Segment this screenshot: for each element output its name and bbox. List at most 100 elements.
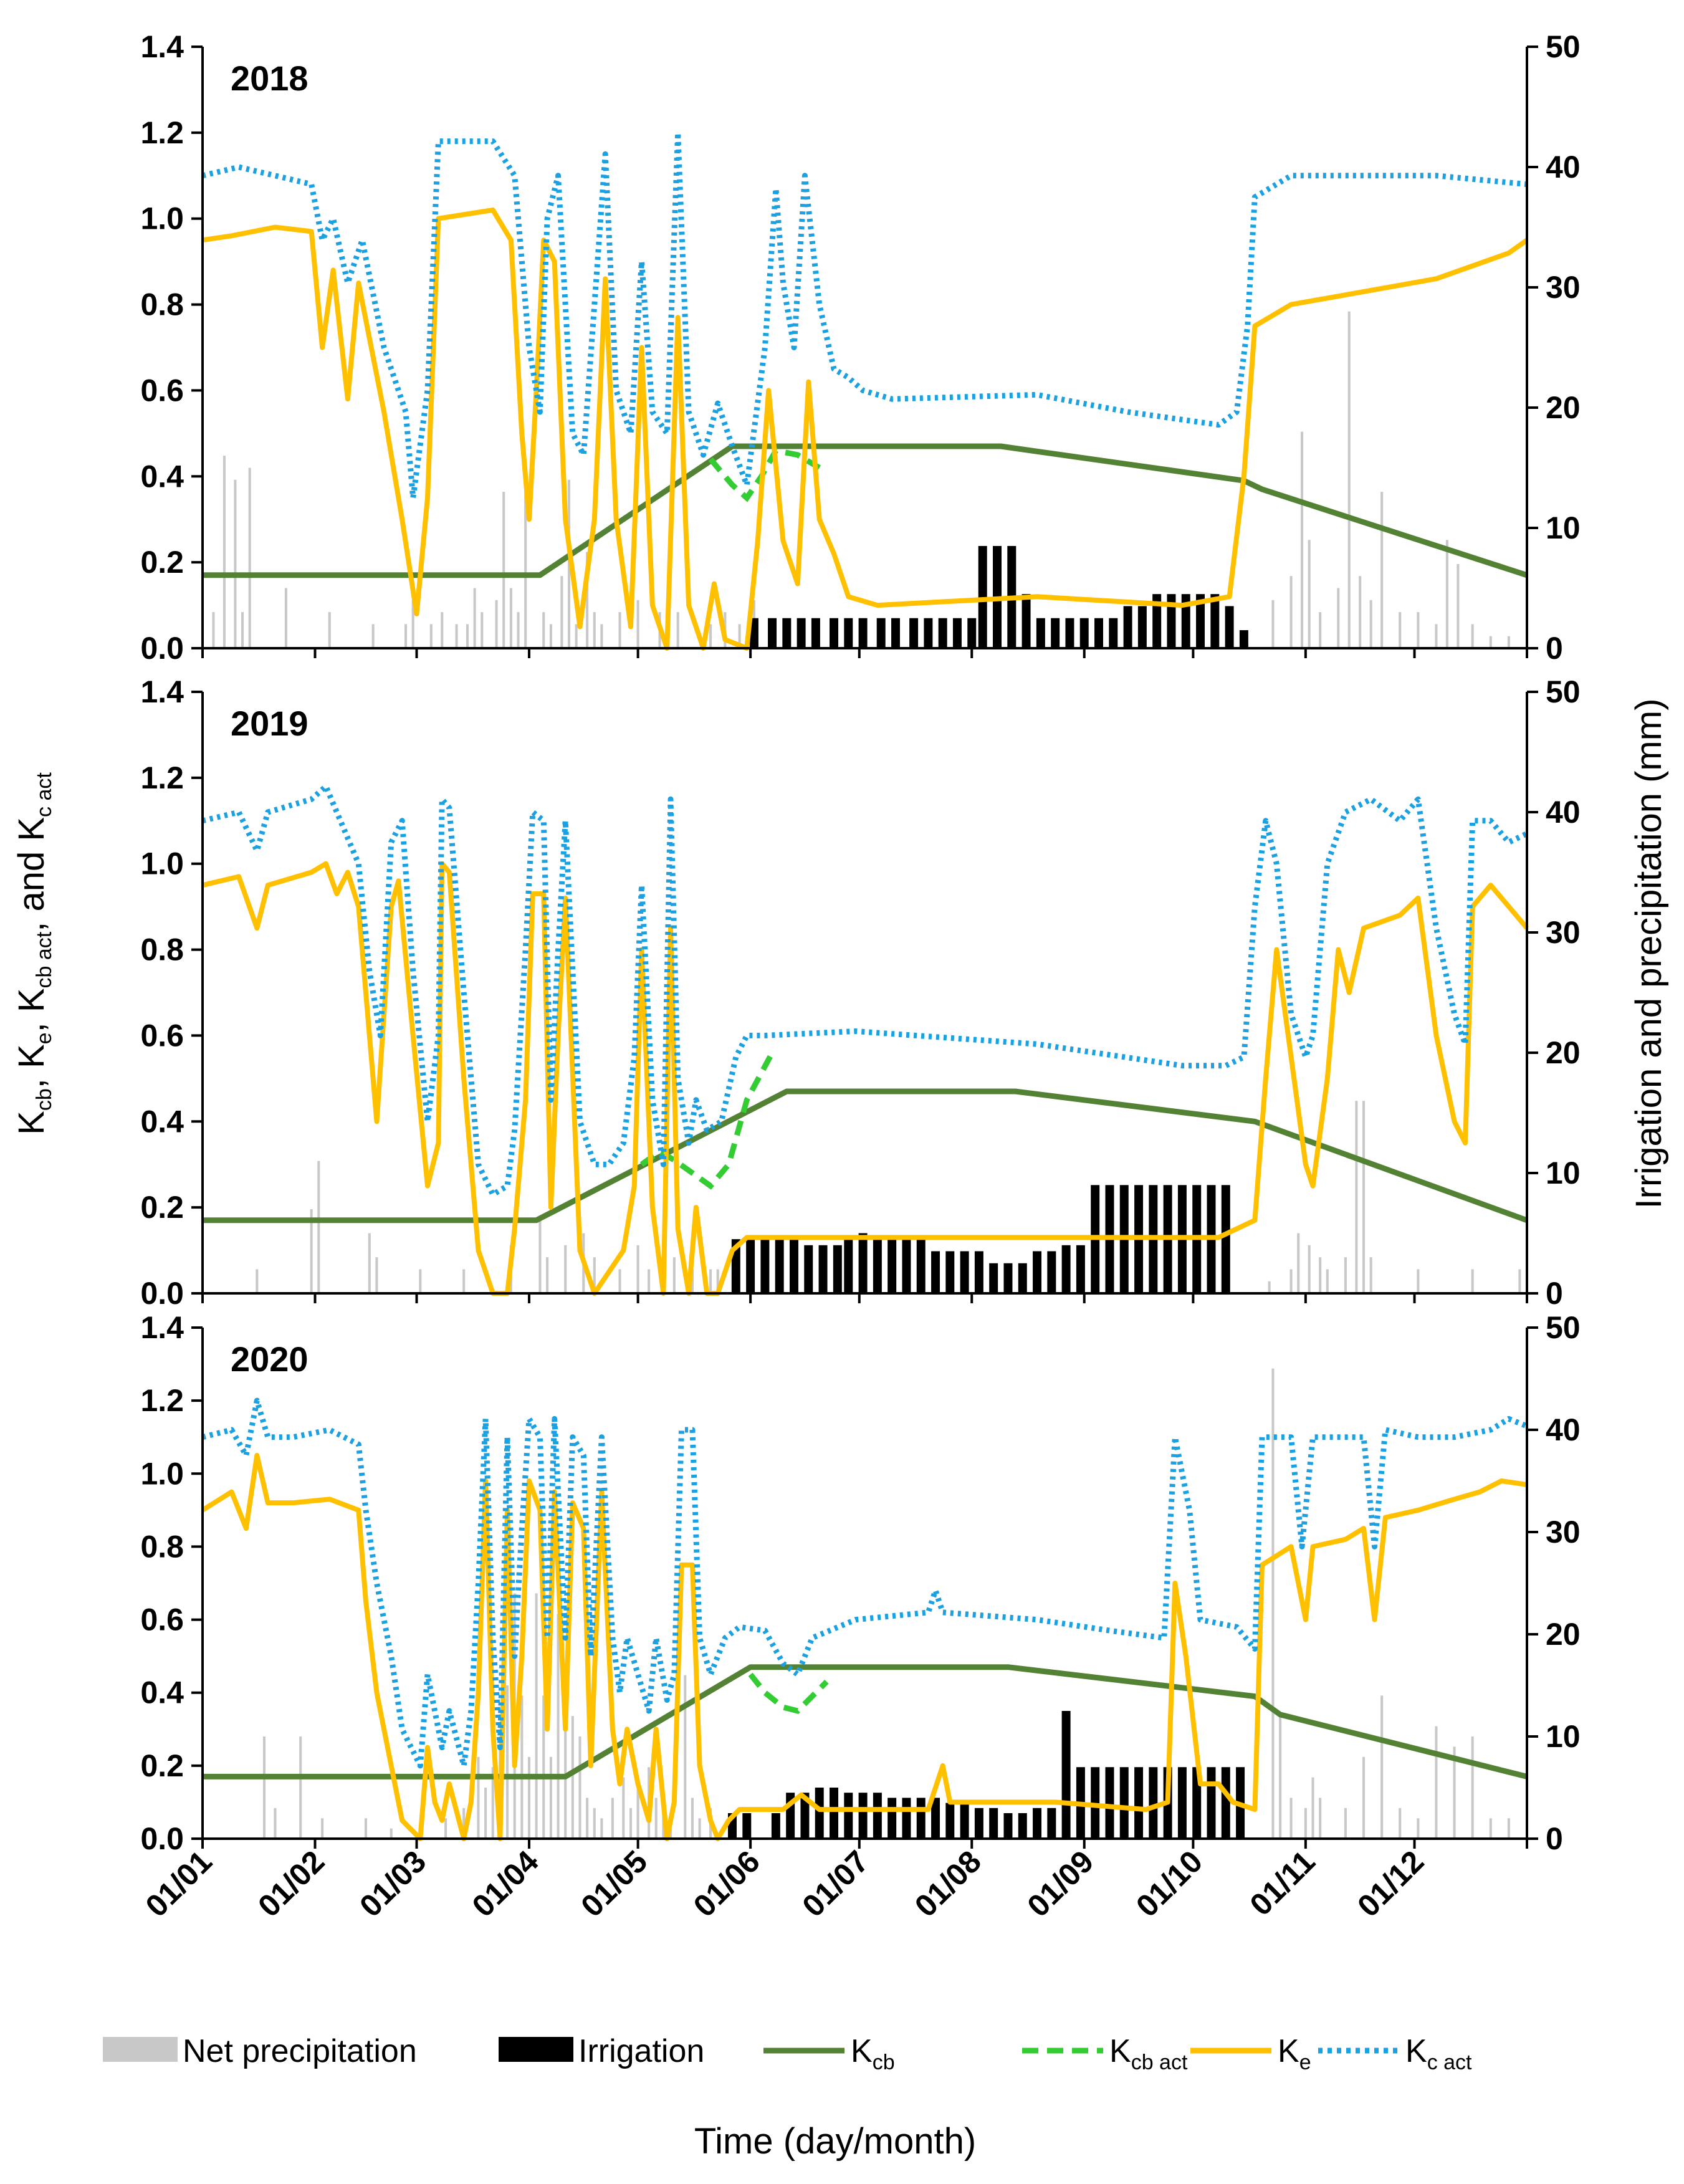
right-tick-label: 40 bbox=[1546, 150, 1581, 184]
precip-bar bbox=[441, 612, 444, 648]
irrigation-bar bbox=[1152, 594, 1162, 648]
precip-bar bbox=[1369, 1257, 1372, 1293]
irrigation-bar bbox=[931, 1798, 940, 1839]
precip-bar bbox=[455, 624, 458, 648]
irrigation-bar bbox=[797, 618, 806, 648]
precip-bar bbox=[1311, 1777, 1314, 1839]
precip-bar bbox=[506, 1685, 509, 1839]
irrigation-bar bbox=[960, 1803, 969, 1839]
precip-bar bbox=[618, 612, 621, 648]
irrigation-bar bbox=[909, 618, 919, 648]
irrigation-bar bbox=[830, 1788, 838, 1839]
left-tick-label: 0.6 bbox=[140, 1018, 184, 1053]
y-title-subscript: e bbox=[32, 1032, 56, 1044]
legend-label: Kc act bbox=[1405, 2033, 1472, 2074]
irrigation-bar bbox=[887, 1239, 897, 1293]
right-tick-label: 10 bbox=[1546, 1156, 1581, 1190]
irrigation-bar bbox=[815, 1788, 824, 1839]
right-tick-label: 10 bbox=[1546, 510, 1581, 545]
precip-bar bbox=[691, 1798, 694, 1839]
irrigation-bar bbox=[887, 1798, 897, 1839]
precip-bar bbox=[368, 1233, 371, 1293]
precip-bar bbox=[1271, 1368, 1275, 1839]
right-tick-label: 50 bbox=[1546, 1310, 1581, 1345]
precip-bar bbox=[629, 1808, 633, 1839]
irrigation-bar bbox=[873, 1239, 882, 1293]
y-title-part: , and K bbox=[11, 817, 52, 932]
precip-bar bbox=[586, 1798, 589, 1839]
precip-bar bbox=[462, 1808, 466, 1839]
precip-bar bbox=[1344, 1257, 1347, 1293]
irrigation-bar bbox=[789, 1239, 798, 1293]
irrigation-bar bbox=[1137, 606, 1147, 648]
left-tick-label: 0.8 bbox=[140, 932, 184, 967]
precip-bar bbox=[1308, 1245, 1311, 1293]
right-tick-label: 0 bbox=[1546, 631, 1563, 666]
irrigation-bar bbox=[1207, 1767, 1216, 1839]
irrigation-bar bbox=[1177, 1767, 1187, 1839]
left-tick-label: 0.2 bbox=[140, 545, 184, 580]
y-axis-title-right: Irrigation and precipitation (mm) bbox=[1629, 699, 1669, 1209]
precip-bar bbox=[212, 612, 215, 648]
precip-bar bbox=[1471, 1736, 1474, 1839]
precip-bar bbox=[709, 624, 712, 648]
irrigation-bar bbox=[1047, 1251, 1056, 1293]
precip-bar bbox=[684, 1675, 687, 1839]
precip-bar bbox=[524, 479, 527, 648]
irrigation-bar bbox=[800, 1793, 810, 1839]
precip-bar bbox=[1369, 600, 1372, 648]
irrigation-bar bbox=[1047, 1808, 1056, 1839]
legend-label: Kcb act bbox=[1109, 2033, 1188, 2074]
precip-bar bbox=[622, 1777, 625, 1839]
precip-bar bbox=[542, 1695, 545, 1839]
precip-bar bbox=[1457, 563, 1460, 648]
precip-bar bbox=[527, 1756, 531, 1839]
irrigation-bar bbox=[902, 1798, 911, 1839]
panel-2018: 0.0 0.2 0.4 0.6 0.8 1.0 1.2 1.4 0 10 20 30 40 50 2018 bbox=[140, 29, 1580, 666]
left-tick-label: 0.0 bbox=[140, 1821, 184, 1856]
left-tick-label: 0.8 bbox=[140, 1529, 184, 1564]
precip-bar bbox=[600, 1818, 603, 1839]
legend-label-main: K bbox=[1278, 2033, 1299, 2069]
panels: 0.00.20.40.60.81.01.21.40102030405020180… bbox=[140, 29, 1580, 1856]
irrigation-bar bbox=[1021, 594, 1031, 648]
irrigation-bar bbox=[960, 1251, 969, 1293]
precip-bar bbox=[571, 1716, 574, 1839]
precip-bar bbox=[1489, 1818, 1492, 1839]
ke-line bbox=[202, 207, 1529, 651]
right-tick-label: 0 bbox=[1546, 1821, 1563, 1856]
left-tick-label: 1.2 bbox=[140, 760, 184, 795]
precip-bar bbox=[586, 552, 589, 648]
precip-bar bbox=[375, 1257, 378, 1293]
precip-bar bbox=[262, 1736, 266, 1839]
precip-bar bbox=[1289, 1269, 1293, 1293]
precip-bar bbox=[672, 1257, 676, 1293]
irrigation-bar bbox=[1119, 1767, 1129, 1839]
y-title-subscript: c act bbox=[32, 772, 56, 817]
precip-bar bbox=[1355, 1101, 1358, 1293]
irrigation-bar bbox=[952, 618, 962, 648]
precip-bar bbox=[491, 1767, 494, 1839]
precip-bar bbox=[1399, 612, 1402, 648]
precip-bar bbox=[234, 479, 237, 648]
kc-act-line bbox=[201, 1397, 1528, 1769]
left-tick-label: 0.6 bbox=[140, 1602, 184, 1637]
precip-bar bbox=[542, 612, 545, 648]
precip-bar bbox=[549, 624, 552, 648]
ke-line bbox=[201, 1453, 1528, 1841]
precip-bar bbox=[1362, 1756, 1366, 1839]
panel-year-label: 2020 bbox=[231, 1339, 309, 1379]
irrigation-bar bbox=[989, 1263, 998, 1293]
precip-bar bbox=[1417, 1818, 1420, 1839]
left-tick-label: 0.2 bbox=[140, 1748, 184, 1783]
legend-label-subscript: cb act bbox=[1131, 2051, 1188, 2074]
y-title-part: K bbox=[11, 1111, 52, 1135]
irrigation-bar bbox=[1003, 1813, 1013, 1839]
irrigation-bar bbox=[945, 1803, 955, 1839]
precip-bar bbox=[557, 1614, 560, 1839]
irrigation-bar bbox=[1061, 1711, 1071, 1839]
left-tick-label: 0.4 bbox=[140, 1675, 184, 1710]
panel-year-label: 2018 bbox=[231, 59, 309, 98]
legend: Net precipitation Irrigation Kcb Kcb act Ke K… bbox=[103, 2033, 1472, 2074]
irrigation-bar bbox=[1065, 618, 1074, 648]
